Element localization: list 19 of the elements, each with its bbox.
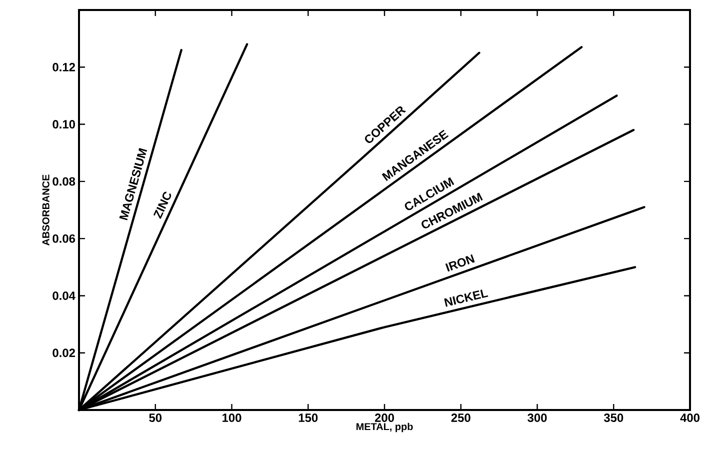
y-tick-label: 0.12 <box>52 62 75 72</box>
x-tick-label: 250 <box>451 414 470 422</box>
y-tick-label: 0.08 <box>52 177 76 186</box>
x-axis-title: METAL, ppb <box>356 422 413 432</box>
x-tick-label: 100 <box>222 414 242 422</box>
x-tick-label: 200 <box>374 414 394 422</box>
y-tick-label: 0.10 <box>52 120 75 129</box>
text: ZINC <box>153 192 172 219</box>
text: NICKEL <box>444 290 488 307</box>
x-tick-label: 150 <box>298 414 318 422</box>
x-tick-label: 400 <box>680 414 700 422</box>
text: IRON <box>445 254 475 272</box>
y-tick-label: 0.02 <box>52 348 75 358</box>
x-tick-label: 350 <box>604 414 624 422</box>
y-tick-label: 0.04 <box>52 291 76 300</box>
x-tick-label: 300 <box>528 414 547 422</box>
y-tick-label: 0.06 <box>52 234 76 243</box>
y-axis-title: ABSORBANCE <box>42 174 50 246</box>
x-tick-label: 50 <box>149 414 162 422</box>
